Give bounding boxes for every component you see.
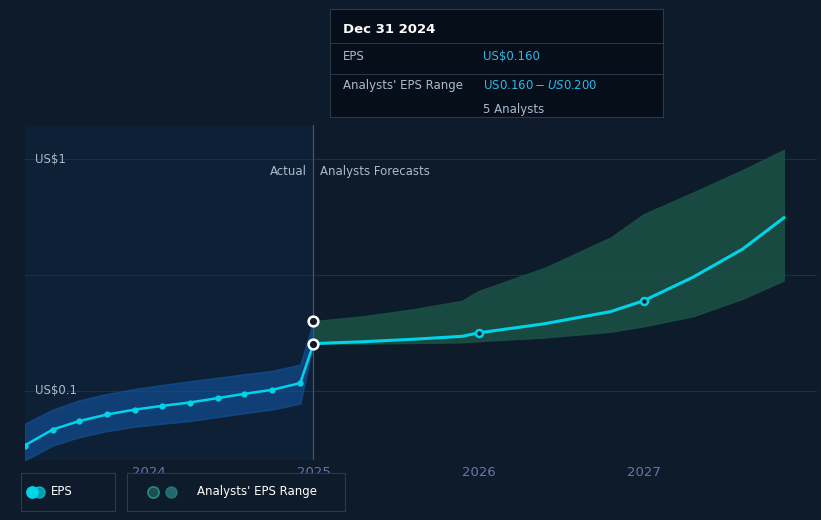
- Text: 5 Analysts: 5 Analysts: [483, 103, 544, 116]
- Text: EPS: EPS: [343, 50, 365, 63]
- Text: US$0.1: US$0.1: [34, 384, 76, 397]
- Text: Actual: Actual: [270, 165, 307, 178]
- Text: US$1: US$1: [34, 153, 66, 166]
- Text: Analysts Forecasts: Analysts Forecasts: [320, 165, 430, 178]
- Text: US$0.160 - US$0.200: US$0.160 - US$0.200: [483, 79, 598, 92]
- Text: Analysts' EPS Range: Analysts' EPS Range: [343, 79, 463, 92]
- Text: EPS: EPS: [51, 486, 72, 498]
- Text: Dec 31 2024: Dec 31 2024: [343, 23, 436, 36]
- Text: Analysts' EPS Range: Analysts' EPS Range: [197, 486, 317, 498]
- Text: US$0.160: US$0.160: [483, 50, 540, 63]
- Bar: [314, 125, 817, 460]
- Bar: [25, 125, 314, 460]
